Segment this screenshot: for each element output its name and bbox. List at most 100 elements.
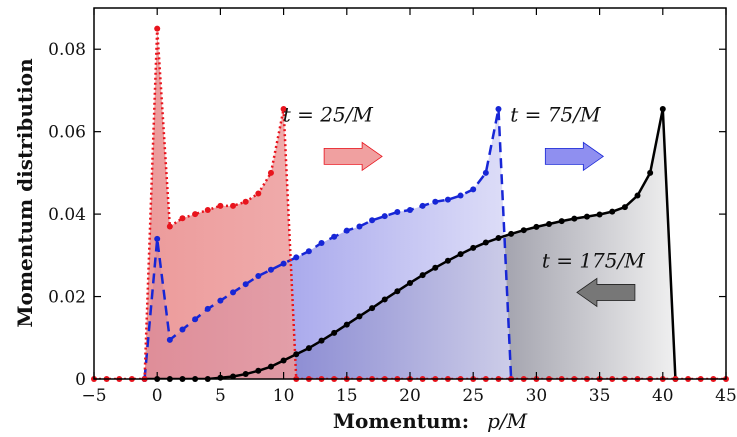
series-2-area	[144, 108, 676, 379]
series-0-point	[179, 215, 186, 222]
series-1-point	[179, 326, 186, 333]
series-1-point	[267, 266, 274, 273]
x-axis-title: Momentum: p/M	[333, 409, 528, 433]
arrow-right-1	[544, 141, 605, 172]
y-axis-title: Momentum distribution	[13, 58, 37, 328]
x-axis-title-bold: Momentum:	[333, 409, 469, 433]
x-tick-label: 35	[589, 386, 611, 406]
series-2-point	[520, 227, 527, 234]
series-0-point	[217, 202, 224, 209]
x-tick-label: 40	[652, 386, 674, 406]
series-2-point	[356, 313, 363, 320]
series-0-point	[267, 169, 274, 176]
series-0-point	[280, 105, 287, 112]
series-1-point	[305, 248, 312, 255]
y-tick-label: 0.04	[48, 205, 86, 225]
series-1-point	[192, 316, 199, 323]
series-1-point	[255, 272, 262, 279]
series-1-point	[381, 213, 388, 220]
series-1-point	[343, 227, 350, 234]
series-2-point	[293, 351, 300, 358]
x-tick-label: 0	[152, 386, 163, 406]
x-tick-label: 10	[273, 386, 295, 406]
series-1-point	[394, 209, 401, 216]
series-0-point	[154, 25, 161, 32]
time-annotation: t = 25/M	[283, 102, 374, 126]
x-axis-title-math: p/M	[487, 409, 528, 433]
time-annotation: t = 75/M	[510, 102, 601, 126]
series-1-point	[331, 233, 338, 240]
series-2-point	[318, 337, 325, 344]
series-1-point	[217, 297, 224, 304]
series-2-point	[255, 367, 262, 374]
x-tick-label: −5	[81, 386, 106, 406]
series-1-point	[482, 169, 489, 176]
series-2-point	[621, 204, 628, 211]
series-1-point	[419, 202, 426, 209]
series-1-point	[495, 105, 502, 112]
series-0-point	[192, 211, 199, 218]
series-2-point	[419, 272, 426, 279]
series-2-point	[508, 230, 515, 237]
series-0-point	[166, 223, 173, 230]
series-2-point	[609, 208, 616, 215]
x-tick-label: 5	[215, 386, 226, 406]
series-1-point	[204, 305, 211, 312]
series-2-point	[470, 244, 477, 251]
x-tick-label: 30	[526, 386, 548, 406]
x-tick-label: 45	[715, 386, 737, 406]
series-2-point	[659, 105, 666, 112]
series-1-point	[356, 223, 363, 230]
series-0-point	[255, 190, 262, 197]
series-2-point	[242, 371, 249, 378]
x-tick-label: 15	[336, 386, 358, 406]
series-2-point	[457, 251, 464, 258]
series-2-point	[495, 235, 502, 242]
y-tick-label: 0	[75, 370, 86, 390]
series-2-point	[305, 345, 312, 352]
series-2-point	[583, 213, 590, 220]
series-2-point	[267, 363, 274, 370]
series-1-point	[470, 186, 477, 193]
series-1-point	[369, 217, 376, 224]
arrow-left-2	[576, 277, 636, 308]
series-0-point	[230, 202, 237, 209]
series-2-point	[230, 373, 237, 380]
series-0-point	[242, 198, 249, 205]
series-2-point	[533, 223, 540, 230]
series-1-point	[230, 289, 237, 296]
series-2-point	[407, 279, 413, 286]
x-tick-label: 25	[462, 386, 484, 406]
series-1-point	[242, 281, 249, 288]
series-2-point	[280, 357, 287, 364]
series-2-point	[647, 169, 654, 176]
series-0-point	[204, 206, 211, 213]
y-tick-label: 0.02	[48, 288, 86, 308]
series-1-point	[154, 235, 161, 242]
series-2-point	[343, 321, 350, 328]
series-1-point	[166, 336, 173, 343]
series-2-point	[432, 264, 439, 271]
series-2-point	[444, 257, 451, 264]
series-2-point	[596, 211, 603, 218]
y-tick-label: 0.08	[48, 40, 86, 60]
series-1-point	[407, 206, 413, 213]
time-annotation: t = 175/M	[542, 249, 645, 273]
series-0-area	[94, 28, 726, 379]
x-tick-label: 20	[399, 386, 421, 406]
series-2-point	[482, 239, 489, 246]
series-2-point	[381, 296, 388, 303]
series-2-point	[369, 305, 376, 312]
arrow-right-0	[323, 141, 383, 172]
series-2-point	[558, 218, 565, 225]
series-2-point	[331, 329, 338, 336]
series-1-point	[293, 254, 300, 261]
series-1-point	[318, 239, 325, 246]
series-2-point	[546, 221, 553, 228]
y-tick-label: 0.06	[48, 123, 86, 143]
series-2-point	[394, 288, 401, 295]
series-1-point	[432, 198, 439, 205]
series-1-point	[444, 196, 451, 203]
